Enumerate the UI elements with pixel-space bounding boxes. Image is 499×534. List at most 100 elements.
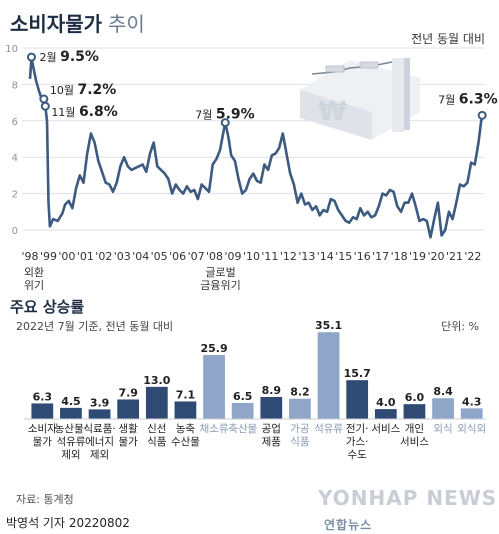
bar xyxy=(117,399,140,419)
bar-value-label: 8.2 xyxy=(290,386,310,399)
event-label: 외환 xyxy=(24,266,44,279)
line-chart: 0 2 4 6 8 10 ₩ 2월 9.5% 10월 7.2% 11월 6.8% 7월 5.9%… xyxy=(5,44,498,290)
bar-value-label: 25.9 xyxy=(200,342,227,355)
bar-category-label: 농축 xyxy=(176,423,196,435)
y-tick-label: 2 xyxy=(12,190,18,201)
cpi-line xyxy=(28,55,484,239)
bar xyxy=(260,396,283,419)
cpi-line-series xyxy=(28,55,484,239)
title-sub: 추이 xyxy=(108,12,145,36)
bars xyxy=(24,332,486,420)
bar-category-label: 서비스 xyxy=(371,423,400,435)
bar-value-label: 35.1 xyxy=(315,319,342,332)
bar-category-label: 식품 xyxy=(290,436,310,448)
annotation-marker xyxy=(26,52,36,62)
x-tick-label: '10 xyxy=(243,250,260,263)
x-tick-labels: '98'99'00'01'02'03'04'05'06'07'08'09'10 '… xyxy=(21,250,481,263)
bar-category-label: 농산물· xyxy=(55,423,87,435)
bar xyxy=(88,409,111,419)
bar-unit-label: 단위: % xyxy=(441,320,479,333)
event-label: 위기 xyxy=(24,279,44,290)
bar xyxy=(346,380,369,419)
x-tick-label: '12 xyxy=(280,250,297,263)
bar-category-label: 가공 xyxy=(290,423,310,435)
bar xyxy=(174,401,197,419)
bar-value-label: 15.7 xyxy=(344,367,371,380)
bar-category-label: 소비자 xyxy=(28,423,57,435)
annotation-label: 7월 6.3% xyxy=(438,91,497,107)
event-label: 글로벌 xyxy=(205,266,235,279)
bar-category-label: 석유류 xyxy=(56,436,85,448)
x-tick-label: '98 xyxy=(21,250,38,263)
bar xyxy=(203,354,225,419)
x-tick-label: '20 xyxy=(428,250,445,263)
event-label: 금융위기 xyxy=(200,279,240,290)
bar-value-label: 4.5 xyxy=(61,395,81,408)
annotation-marker xyxy=(220,118,230,128)
bar-category-label: 외식 xyxy=(433,423,452,435)
x-tick-label: '07 xyxy=(188,250,205,263)
line-annotations: 2월 9.5% 10월 7.2% 11월 6.8% 7월 5.9% 7월 6.3% xyxy=(26,49,498,128)
bar-category-label: 외식외 xyxy=(457,423,486,435)
logo-ko: 연합뉴스 xyxy=(324,518,373,532)
x-tick-label: '16 xyxy=(354,250,371,263)
x-tick-label: '08 xyxy=(206,250,223,263)
bar-value-label: 4.0 xyxy=(376,396,396,409)
bar-category-label: 수산물 xyxy=(171,436,200,448)
bar-category-label: 에너지 xyxy=(85,436,114,448)
bar xyxy=(403,404,426,419)
bar xyxy=(289,398,311,419)
bar-category-label: 축산물 xyxy=(228,423,257,435)
yonhap-logo: YONHAP NEWS 연합뉴스 xyxy=(318,486,499,534)
bar-category-label: 제외 xyxy=(90,449,109,461)
svg-text:₩: ₩ xyxy=(318,97,347,127)
bar-value-label: 13.0 xyxy=(143,374,170,387)
bar-section-title: 주요 상승률 xyxy=(10,298,85,316)
bar-category-label: 공업 xyxy=(262,422,281,435)
pole-illustration-icon: ₩ xyxy=(300,58,420,140)
y-tick-label: 8 xyxy=(12,80,18,91)
bar-category-label: 채소류 xyxy=(200,423,229,435)
annotation-marker xyxy=(39,94,49,104)
x-tick-label: '17 xyxy=(372,250,389,263)
bar-value-label: 6.5 xyxy=(233,390,253,403)
x-tick-label: '19 xyxy=(409,250,426,263)
y-tick-label: 0 xyxy=(12,226,18,237)
bar xyxy=(374,409,397,419)
bar-value-label: 7.1 xyxy=(176,388,196,401)
bar xyxy=(432,398,454,419)
x-tick-label: '11 xyxy=(261,250,278,263)
annotation-marker xyxy=(477,110,487,120)
bar-category-label: 식료품· xyxy=(83,423,115,435)
x-tick-label: '00 xyxy=(58,250,75,263)
bar-value-label: 6.3 xyxy=(33,390,53,403)
bar-value-label: 4.3 xyxy=(462,395,482,408)
bar-category-label: 제품 xyxy=(262,436,282,448)
annotation-marker xyxy=(40,101,50,111)
source-label: 자료: 통계청 xyxy=(16,493,74,506)
x-tick-label: '18 xyxy=(391,250,408,263)
bar-category-label: 수도 xyxy=(348,449,368,461)
x-tick-label: '03 xyxy=(114,250,131,263)
bar-category-label: 개인 xyxy=(405,423,424,435)
bar xyxy=(317,332,340,419)
annotation-label: 10월 7.2% xyxy=(50,82,116,98)
bar-category-label: 서비스 xyxy=(400,436,429,448)
bar-category-label: 가스· xyxy=(346,436,369,448)
bar-category-label: 전기· xyxy=(346,423,369,435)
x-tick-label: '22 xyxy=(464,250,481,263)
bar xyxy=(145,386,168,419)
bar-category-label: 식품 xyxy=(147,436,167,448)
x-tick-label: '05 xyxy=(151,250,168,263)
bar-category-label: 물가 xyxy=(33,436,53,448)
bar xyxy=(60,407,82,419)
x-tick-label: '02 xyxy=(95,250,112,263)
logo-en: YONHAP NEWS xyxy=(318,486,498,510)
x-tick-label: '21 xyxy=(446,250,463,263)
bar xyxy=(231,402,254,419)
x-tick-label: '06 xyxy=(169,250,186,263)
bar-category-label: 석유류 xyxy=(314,423,343,435)
credit-line: 박영석 기자 20220802 xyxy=(6,516,130,530)
